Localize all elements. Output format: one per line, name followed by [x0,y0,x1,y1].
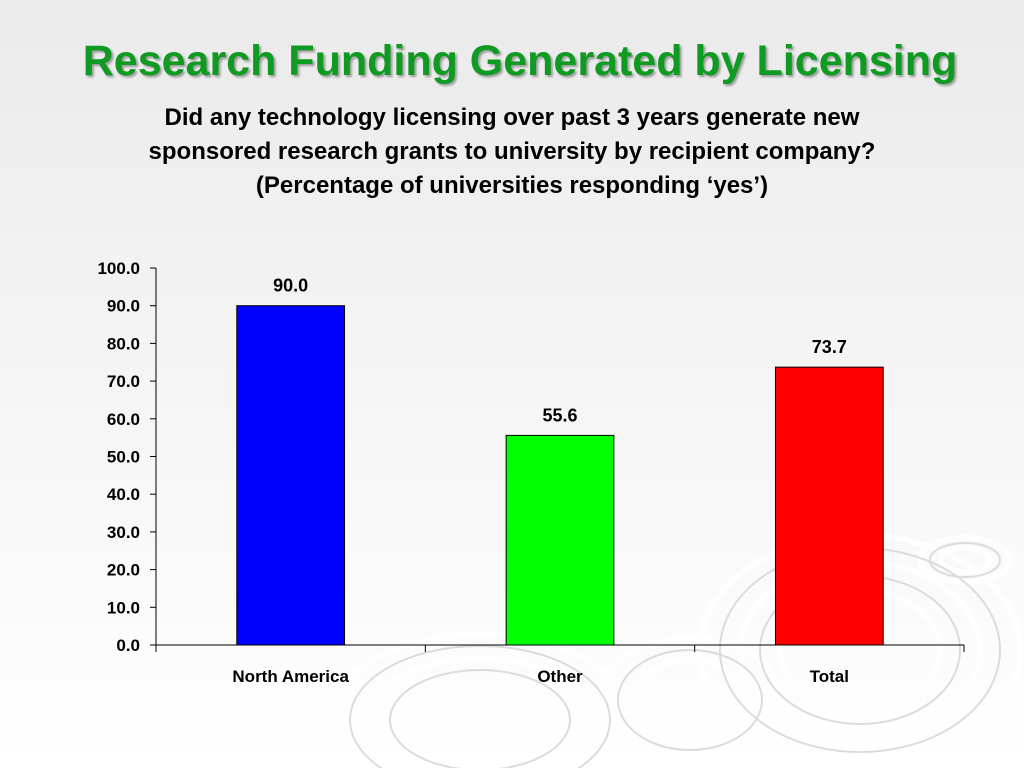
y-tick-label: 80.0 [107,334,140,353]
x-tick-label: Total [810,667,849,686]
y-tick-label: 30.0 [107,523,140,542]
x-tick-label: North America [232,667,349,686]
y-tick-label: 70.0 [107,372,140,391]
y-tick-label: 0.0 [116,636,140,655]
data-label: 73.7 [812,337,847,357]
y-tick-label: 100.0 [97,259,140,278]
subtitle-line: (Percentage of universities responding ‘… [255,172,769,199]
bar [236,305,346,646]
data-label: 90.0 [273,276,308,296]
subtitle-line: sponsored research grants to university … [148,138,876,165]
bar [774,366,884,646]
chart-subtitle: Did any technology licensing over past 3… [40,101,984,203]
bar [505,434,615,646]
y-tick-label: 20.0 [107,561,140,580]
page-title: Research Funding Generated by Licensing [82,37,958,85]
y-tick-label: 60.0 [107,410,140,429]
data-label: 55.6 [542,405,577,425]
subtitle-line: Did any technology licensing over past 3… [164,104,860,131]
y-tick-label: 50.0 [107,448,140,467]
x-tick-label: Other [537,667,583,686]
y-tick-label: 10.0 [107,598,140,617]
y-tick-label: 90.0 [107,297,140,316]
y-tick-label: 40.0 [107,485,140,504]
